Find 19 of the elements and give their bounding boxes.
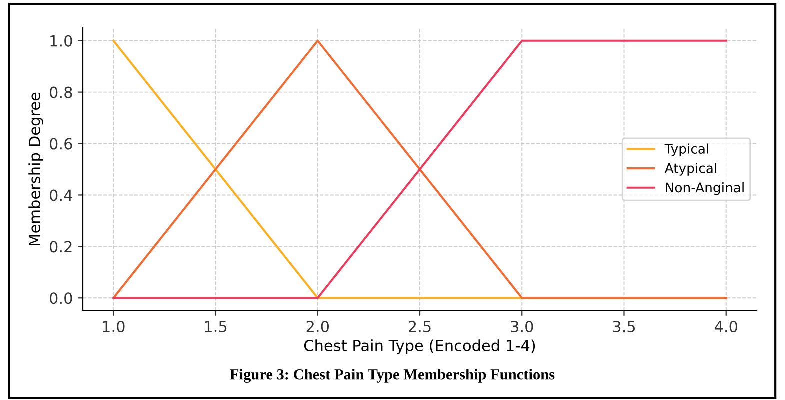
x-tick-label: 2.5 (408, 320, 431, 333)
x-axis-title: Chest Pain Type (Encoded 1-4) (304, 340, 536, 354)
y-tick-label: 0.0 (50, 292, 72, 304)
x-tick-label: 2.0 (306, 320, 330, 333)
y-tick-label: 0.8 (50, 86, 72, 98)
x-tick-label: 3.0 (511, 320, 534, 333)
y-tick-label: 0.4 (50, 190, 72, 202)
y-tick-label: 0.2 (50, 241, 72, 253)
x-tick-label: 1.0 (103, 320, 125, 333)
legend-label: Non-Anginal (666, 182, 744, 196)
x-tick-label: 3.5 (613, 320, 636, 333)
y-tick-label: 0.6 (50, 138, 72, 150)
x-tick-label: 1.5 (205, 321, 227, 333)
caption: Figure 3: Chest Pain Type Membership Functions (230, 369, 555, 383)
y-axis-title: Membership Degree (28, 92, 44, 246)
legend-label: Typical (664, 144, 708, 157)
y-tick-label: 1.0 (50, 35, 72, 47)
x-tick-label: 4.0 (714, 320, 738, 333)
legend-label: Atypical (664, 163, 716, 176)
